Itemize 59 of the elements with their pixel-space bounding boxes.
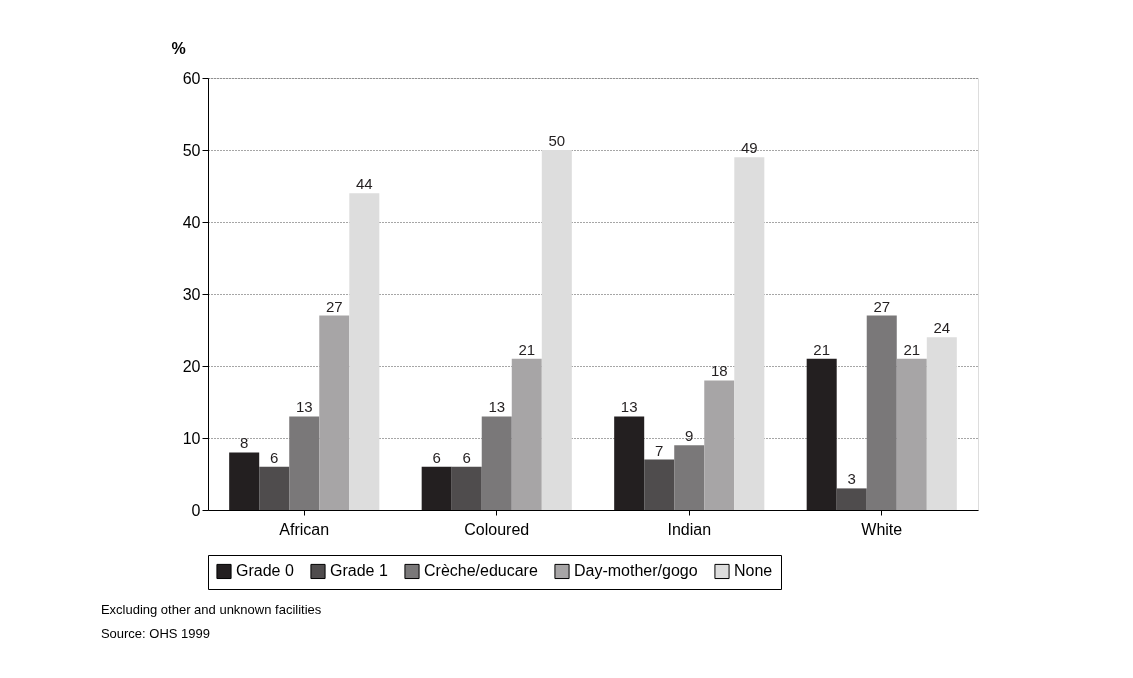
legend-label: Grade 0 (236, 562, 294, 580)
data-label: 21 (518, 340, 536, 358)
data-label: 13 (295, 398, 313, 416)
bar (319, 315, 350, 510)
data-label: 27 (873, 297, 891, 315)
data-label: 13 (488, 398, 506, 416)
data-label: 49 (740, 139, 758, 157)
data-label: 44 (355, 175, 373, 193)
legend-label: None (734, 562, 773, 580)
source-note: Source: OHS 1999 (100, 625, 211, 641)
legend-label: Grade 1 (330, 562, 388, 580)
data-label: 7 (655, 441, 664, 459)
bar (229, 452, 260, 510)
x-tick-label: African (279, 520, 330, 538)
data-label: 6 (270, 448, 279, 466)
bar (926, 337, 957, 510)
x-tick-label: Indian (667, 520, 712, 538)
data-label: 24 (933, 319, 951, 337)
data-label: 6 (432, 448, 441, 466)
text: Excluding other and unknown facilities (100, 601, 322, 617)
y-tick-label: 0 (191, 501, 201, 519)
bar (806, 358, 837, 510)
bar (704, 380, 735, 510)
data-label: 8 (240, 434, 249, 452)
data-label: 21 (903, 340, 921, 358)
data-label: 18 (710, 362, 728, 380)
data-label: 3 (847, 470, 856, 488)
data-label: 27 (325, 297, 343, 315)
bar (541, 150, 572, 510)
y-tick-label: 40 (182, 213, 201, 231)
bar (734, 157, 765, 510)
bar (836, 488, 867, 510)
data-label: 9 (685, 427, 694, 445)
legend-label: Day-mother/gogo (574, 562, 698, 580)
bar (289, 416, 320, 510)
data-label: 13 (620, 398, 638, 416)
data-label: 6 (462, 448, 471, 466)
bar (511, 358, 542, 510)
bar (349, 193, 380, 510)
y-tick-label: 20 (182, 357, 201, 375)
bar (481, 416, 512, 510)
bar (259, 466, 290, 510)
bar (644, 459, 675, 510)
y-tick-label: 10 (182, 429, 201, 447)
y-tick-label: 30 (182, 285, 201, 303)
y-tick-label: 50 (182, 141, 201, 159)
bar (614, 416, 645, 510)
data-label: 50 (548, 132, 566, 149)
bar (421, 466, 452, 510)
x-tick-label: Coloured (464, 520, 530, 538)
bar (674, 445, 705, 510)
bar (866, 315, 897, 510)
bar (896, 358, 927, 510)
legend-label: Crèche/educare (424, 562, 538, 580)
data-label: 21 (813, 340, 831, 358)
x-tick-label: White (861, 520, 903, 538)
bar (451, 466, 482, 510)
y-axis-title: % (171, 39, 186, 57)
y-tick-label: 60 (182, 69, 201, 87)
